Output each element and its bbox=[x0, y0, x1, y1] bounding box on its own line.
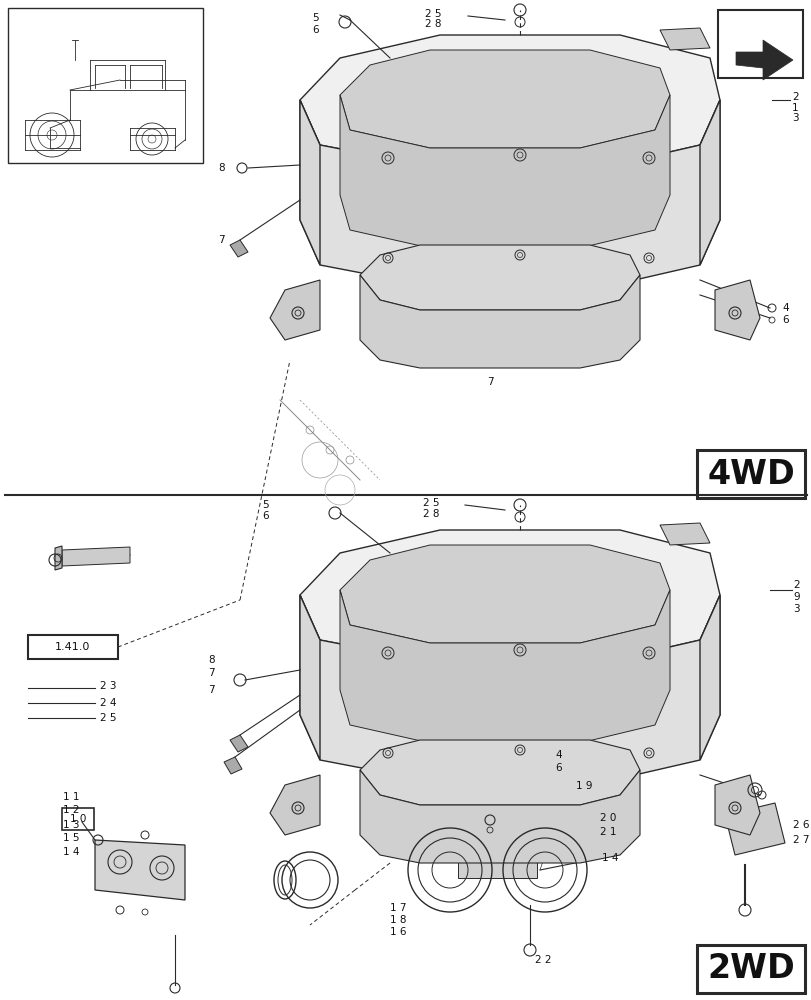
Text: 2 5: 2 5 bbox=[425, 9, 441, 19]
Polygon shape bbox=[299, 595, 320, 760]
Polygon shape bbox=[340, 95, 669, 248]
Text: 7: 7 bbox=[208, 668, 215, 678]
Polygon shape bbox=[270, 775, 320, 835]
Polygon shape bbox=[299, 100, 719, 288]
Text: 6: 6 bbox=[262, 511, 268, 521]
Polygon shape bbox=[359, 245, 639, 310]
Bar bbox=[717, 10, 802, 78]
Text: 2: 2 bbox=[791, 92, 798, 102]
Polygon shape bbox=[230, 240, 247, 257]
Polygon shape bbox=[299, 530, 719, 663]
Text: 1 3: 1 3 bbox=[63, 820, 80, 830]
Polygon shape bbox=[95, 840, 185, 900]
Polygon shape bbox=[340, 545, 669, 643]
Text: 2 6: 2 6 bbox=[792, 820, 809, 830]
Text: 8: 8 bbox=[208, 655, 215, 665]
Text: 2 5: 2 5 bbox=[100, 713, 116, 723]
Bar bbox=[8, 8, 203, 163]
Polygon shape bbox=[714, 280, 759, 340]
Polygon shape bbox=[340, 50, 669, 148]
Text: 2 7: 2 7 bbox=[792, 835, 809, 845]
Polygon shape bbox=[270, 280, 320, 340]
Text: 2 5: 2 5 bbox=[423, 498, 440, 508]
Polygon shape bbox=[724, 803, 784, 855]
Text: 9: 9 bbox=[792, 592, 799, 602]
Polygon shape bbox=[359, 275, 639, 368]
Polygon shape bbox=[359, 740, 639, 805]
Text: 2WD: 2WD bbox=[706, 952, 794, 985]
Text: 1: 1 bbox=[791, 103, 798, 113]
Polygon shape bbox=[55, 546, 62, 570]
Bar bbox=[62, 808, 94, 830]
Polygon shape bbox=[299, 35, 719, 168]
Text: 1 8: 1 8 bbox=[389, 915, 406, 925]
Text: 6: 6 bbox=[311, 25, 318, 35]
Text: 2 0: 2 0 bbox=[599, 813, 616, 823]
Text: 2 2: 2 2 bbox=[534, 955, 551, 965]
Text: 7: 7 bbox=[218, 235, 225, 245]
Text: 2 1: 2 1 bbox=[599, 827, 616, 837]
Polygon shape bbox=[659, 523, 709, 545]
Text: 1.41.0: 1.41.0 bbox=[55, 642, 91, 652]
Bar bbox=[696, 450, 804, 498]
Polygon shape bbox=[224, 757, 242, 774]
Text: 1 6: 1 6 bbox=[389, 927, 406, 937]
Text: 2 8: 2 8 bbox=[425, 19, 441, 29]
Text: 4: 4 bbox=[781, 303, 787, 313]
Text: 4WD: 4WD bbox=[706, 458, 794, 490]
Polygon shape bbox=[299, 100, 320, 265]
Text: 7: 7 bbox=[486, 377, 493, 387]
Text: 2 8: 2 8 bbox=[423, 509, 440, 519]
Polygon shape bbox=[699, 595, 719, 760]
Polygon shape bbox=[714, 775, 759, 835]
Polygon shape bbox=[699, 100, 719, 265]
Text: 1 2: 1 2 bbox=[63, 805, 80, 815]
Text: 5: 5 bbox=[262, 500, 268, 510]
Text: 4: 4 bbox=[554, 750, 561, 760]
Polygon shape bbox=[340, 590, 669, 743]
Text: 8: 8 bbox=[218, 163, 225, 173]
Bar bbox=[696, 945, 804, 993]
Polygon shape bbox=[62, 547, 130, 566]
Text: 2 3: 2 3 bbox=[100, 681, 116, 691]
Text: 1 4: 1 4 bbox=[601, 853, 618, 863]
Polygon shape bbox=[659, 28, 709, 50]
Polygon shape bbox=[359, 770, 639, 863]
Text: 6: 6 bbox=[554, 763, 561, 773]
Polygon shape bbox=[457, 862, 536, 878]
Bar bbox=[28, 635, 118, 659]
Text: 2 4: 2 4 bbox=[100, 698, 116, 708]
Text: 1 1: 1 1 bbox=[63, 792, 80, 802]
Polygon shape bbox=[735, 40, 792, 80]
Text: 1 5: 1 5 bbox=[63, 833, 80, 843]
Text: 1 7: 1 7 bbox=[389, 903, 406, 913]
Bar bbox=[568, 775, 599, 797]
Text: 5: 5 bbox=[311, 13, 318, 23]
Text: 7: 7 bbox=[208, 685, 215, 695]
Text: 3: 3 bbox=[791, 113, 798, 123]
Polygon shape bbox=[299, 595, 719, 783]
Text: 1 0: 1 0 bbox=[70, 814, 86, 824]
Text: 6: 6 bbox=[781, 315, 787, 325]
Text: 1 9: 1 9 bbox=[575, 781, 591, 791]
Text: 2: 2 bbox=[792, 580, 799, 590]
Polygon shape bbox=[230, 735, 247, 752]
Text: 3: 3 bbox=[792, 604, 799, 614]
Text: 1 4: 1 4 bbox=[63, 847, 80, 857]
